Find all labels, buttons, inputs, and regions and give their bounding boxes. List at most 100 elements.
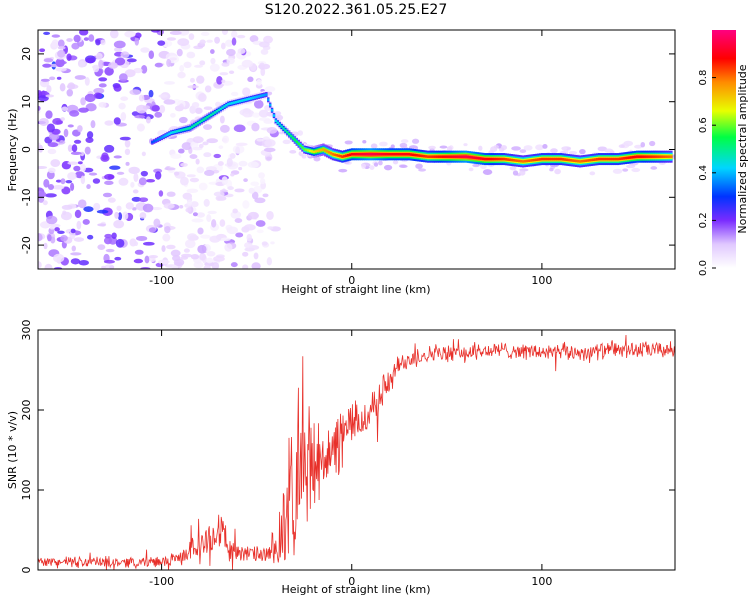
spectrogram-cell <box>203 106 213 111</box>
spectrogram-cell <box>170 249 181 257</box>
spectrogram-cell <box>424 155 428 158</box>
spectrogram-cell <box>624 156 627 160</box>
spectrogram-cell <box>594 158 597 161</box>
spectrogram-cell <box>445 155 449 158</box>
spectrogram-cell <box>217 108 221 112</box>
spectrogram-cell <box>76 220 82 230</box>
spectrogram-cell <box>230 173 235 177</box>
spectrogram-cell <box>637 155 641 158</box>
spectrogram-cell <box>38 233 43 242</box>
spectrogram-cell <box>74 75 86 80</box>
spectrogram-cell <box>314 150 318 153</box>
spectrogram-cell <box>173 258 185 267</box>
spectrogram-cell <box>136 123 145 132</box>
snr-frame <box>37 329 676 571</box>
spectrogram-cell <box>169 30 182 36</box>
spectrogram-cell <box>533 158 536 162</box>
spectrogram-cell <box>109 165 121 170</box>
spectrogram-cell <box>43 179 50 188</box>
spectrogram-cell <box>210 57 216 65</box>
spectrogram-cell <box>211 219 217 228</box>
spectrogram-cell <box>213 153 221 159</box>
spectrogram-cell <box>461 155 464 158</box>
spectrogram-cell <box>120 112 127 121</box>
spectrogram-cell <box>166 133 169 136</box>
snr-y-tick-label: 200 <box>20 400 33 421</box>
spectrogram-cell <box>207 210 217 215</box>
spectrogram-cell <box>631 167 641 173</box>
spectrogram-cell <box>626 164 636 169</box>
spectrogram-cell <box>415 153 418 157</box>
spectrogram-cell <box>168 132 171 135</box>
spectrogram-cell <box>478 157 481 160</box>
spectrogram-cell <box>113 155 122 159</box>
spectrogram-cell <box>194 123 198 126</box>
spectrogram-cell <box>67 124 74 128</box>
spectrogram-cell <box>580 159 584 163</box>
spectrogram-cell <box>426 155 430 158</box>
spectrogram-cell <box>187 233 198 241</box>
spectrogram-cell <box>200 234 211 239</box>
spectrogram-cell <box>242 99 245 102</box>
spectrogram-cell <box>299 144 302 147</box>
spectrogram-cell <box>658 155 662 158</box>
spectrogram-cell <box>44 193 57 198</box>
spectrogram-cell <box>85 137 94 143</box>
spectrogram-cell <box>73 237 85 242</box>
spectrogram-cell <box>158 94 168 98</box>
spectrogram-cell <box>59 83 66 92</box>
spectrogram-cell <box>100 39 106 46</box>
spectrogram-cell <box>118 73 128 82</box>
spectrogram-cell <box>126 58 137 63</box>
spectrogram-cell <box>60 211 73 221</box>
spectrogram-cell <box>57 230 65 235</box>
spectrogram-cell <box>124 30 136 38</box>
spectrogram-cell <box>599 157 603 161</box>
spectrogram-cell <box>558 157 561 161</box>
spectrogram-cell <box>77 161 83 165</box>
spectrogram-cell <box>383 164 393 171</box>
spectrogram-cell <box>254 197 266 204</box>
spectrogram-cell <box>542 157 546 161</box>
spectrogram-cell <box>352 153 356 156</box>
spectrogram-cell <box>244 242 253 249</box>
spectrogram-cell <box>242 200 250 209</box>
snr-x-tick-label: 0 <box>348 575 355 588</box>
spectrogram-cell <box>274 111 282 116</box>
spectrogram-cell <box>87 234 94 240</box>
spectrogram-cell <box>577 159 580 163</box>
spectrogram-cell <box>643 155 646 158</box>
spectrogram-cell <box>61 204 73 210</box>
spectrogram-cell <box>525 159 529 163</box>
spectrogram-cell <box>398 153 401 156</box>
spectrogram-cell <box>84 93 96 103</box>
spectrogram-cell <box>482 169 493 176</box>
spectrogram-cell <box>183 248 190 253</box>
spectrogram-cell <box>166 37 177 41</box>
spectrogram-cell <box>131 111 139 117</box>
spectrogram-cell <box>265 93 268 96</box>
spectrogram-cell <box>180 162 188 167</box>
spectrogram-cell <box>157 40 166 46</box>
spectrogram-cell <box>540 157 544 161</box>
spectrogram-cell <box>236 100 240 103</box>
spectrogram-cell <box>51 39 59 49</box>
spectrogram-cell <box>586 159 589 162</box>
spectrogram-cell <box>47 183 55 191</box>
spectrogram-cell <box>107 197 116 203</box>
spectrogram-cell <box>175 130 179 133</box>
spectrogram-cell <box>98 101 107 108</box>
spectrogram-cell <box>256 229 264 234</box>
spectrogram-cell <box>117 212 123 221</box>
spectrogram-cell <box>154 62 163 68</box>
spectrogram-cell <box>38 261 42 269</box>
spectrogram-cell <box>151 105 160 112</box>
spectrogram-cell <box>103 259 116 264</box>
spectrogram-cell <box>244 98 247 102</box>
spectrogram-cell <box>261 94 264 97</box>
spectrogram-cell <box>124 139 131 148</box>
spectrogram-cell <box>618 144 625 149</box>
spectrogram-cell <box>609 157 612 161</box>
spectrogram-cell <box>565 158 569 162</box>
spectrogram-cell <box>500 157 504 161</box>
